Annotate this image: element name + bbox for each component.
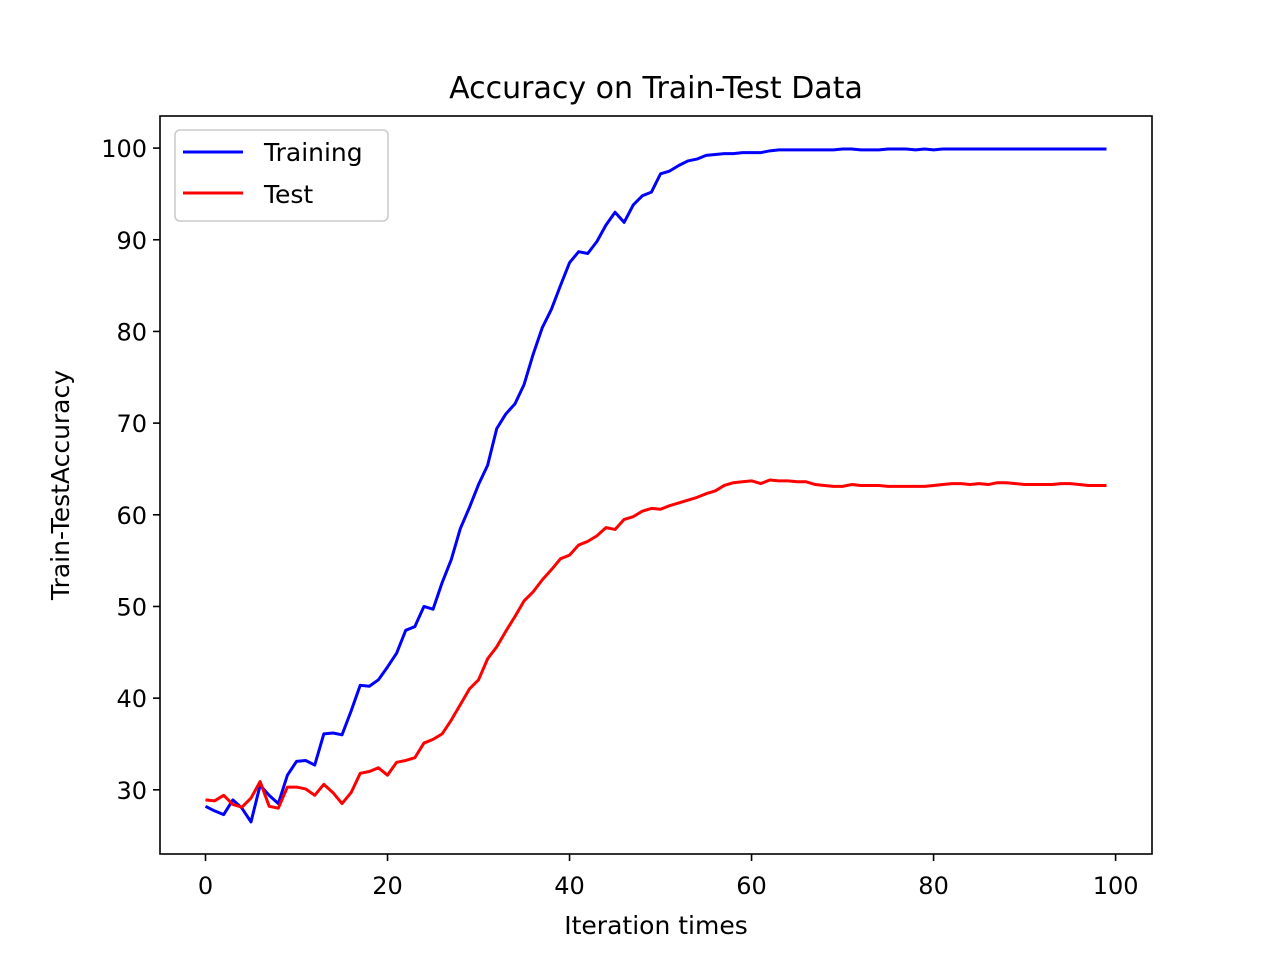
legend: Training Test: [174, 129, 389, 222]
y-tick-label: 30: [116, 777, 147, 805]
y-tick-label: 90: [116, 227, 147, 255]
y-tick-label: 60: [116, 502, 147, 530]
y-axis-ticks: 30 40 50 60 70 80 90 100: [101, 135, 160, 805]
y-tick-label: 70: [116, 410, 147, 438]
x-tick-label: 0: [198, 872, 213, 900]
x-axis-label: Iteration times: [564, 911, 748, 940]
legend-label-training: Training: [263, 138, 363, 167]
x-tick-label: 20: [372, 872, 403, 900]
y-tick-label: 40: [116, 685, 147, 713]
legend-label-test: Test: [263, 180, 313, 209]
plot-frame: [159, 115, 1153, 855]
series-lines: [204, 147, 1107, 824]
x-tick-label: 100: [1093, 872, 1139, 900]
x-tick-label: 60: [736, 872, 767, 900]
y-tick-label: 80: [116, 318, 147, 346]
chart-title: Accuracy on Train-Test Data: [449, 71, 863, 106]
y-tick-label: 100: [101, 135, 147, 163]
y-axis-label: Train-TestAccuracy: [46, 370, 75, 601]
y-tick-label: 50: [116, 593, 147, 621]
x-tick-label: 40: [554, 872, 585, 900]
series-line-training: [204, 147, 1107, 824]
x-tick-label: 80: [918, 872, 949, 900]
plot-area: 0 20 40 60 80 100 30 40 50 60 70 80 90 100: [101, 115, 1153, 900]
x-axis-ticks: 0 20 40 60 80 100: [198, 854, 1139, 900]
series-line-test: [205, 478, 1107, 810]
